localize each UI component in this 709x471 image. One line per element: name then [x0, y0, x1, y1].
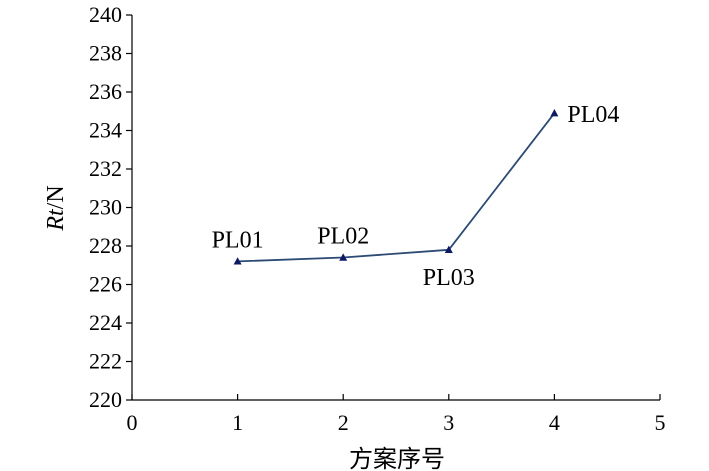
data-point-marker [233, 257, 242, 265]
x-tick-label: 3 [443, 410, 454, 435]
y-tick-label: 222 [89, 349, 122, 374]
y-tick-label: 220 [89, 387, 122, 412]
y-tick-label: 236 [89, 79, 122, 104]
x-tick-label: 0 [127, 410, 138, 435]
series-layer [233, 108, 559, 265]
data-point-marker [444, 245, 453, 253]
y-axis-ticks: 220 222 224 226 228 230 232 234 236 238 240 [89, 2, 132, 412]
y-tick-label: 224 [89, 310, 122, 335]
y-axis-title-unit: /N [43, 185, 69, 209]
data-point-label: PL01 [212, 227, 264, 253]
data-point-marker [339, 253, 348, 261]
point-labels: PL01 PL02 PL03 PL04 [212, 102, 620, 291]
series-line [237, 112, 556, 263]
x-tick-label: 4 [549, 410, 560, 435]
y-axis-title-symbol: Rt [43, 208, 69, 232]
axes [131, 15, 660, 401]
y-tick-label: 230 [89, 195, 122, 220]
y-tick-label: 238 [89, 41, 122, 66]
y-tick-label: 234 [89, 118, 122, 143]
x-axis-ticks: 0 1 2 3 4 5 [127, 394, 666, 435]
y-tick-label: 228 [89, 233, 122, 258]
x-tick-label: 1 [232, 410, 243, 435]
data-point-label: PL03 [423, 265, 475, 291]
data-point-label: PL04 [567, 102, 619, 128]
x-tick-label: 2 [338, 410, 349, 435]
y-axis-title: Rt/N [43, 185, 69, 231]
y-tick-label: 240 [89, 2, 122, 27]
y-tick-label: 226 [89, 272, 122, 297]
y-tick-label: 232 [89, 156, 122, 181]
x-axis-title: 方案序号 [349, 446, 445, 471]
data-point-marker [550, 108, 559, 117]
x-tick-label: 5 [655, 410, 666, 435]
data-point-label: PL02 [317, 224, 369, 250]
